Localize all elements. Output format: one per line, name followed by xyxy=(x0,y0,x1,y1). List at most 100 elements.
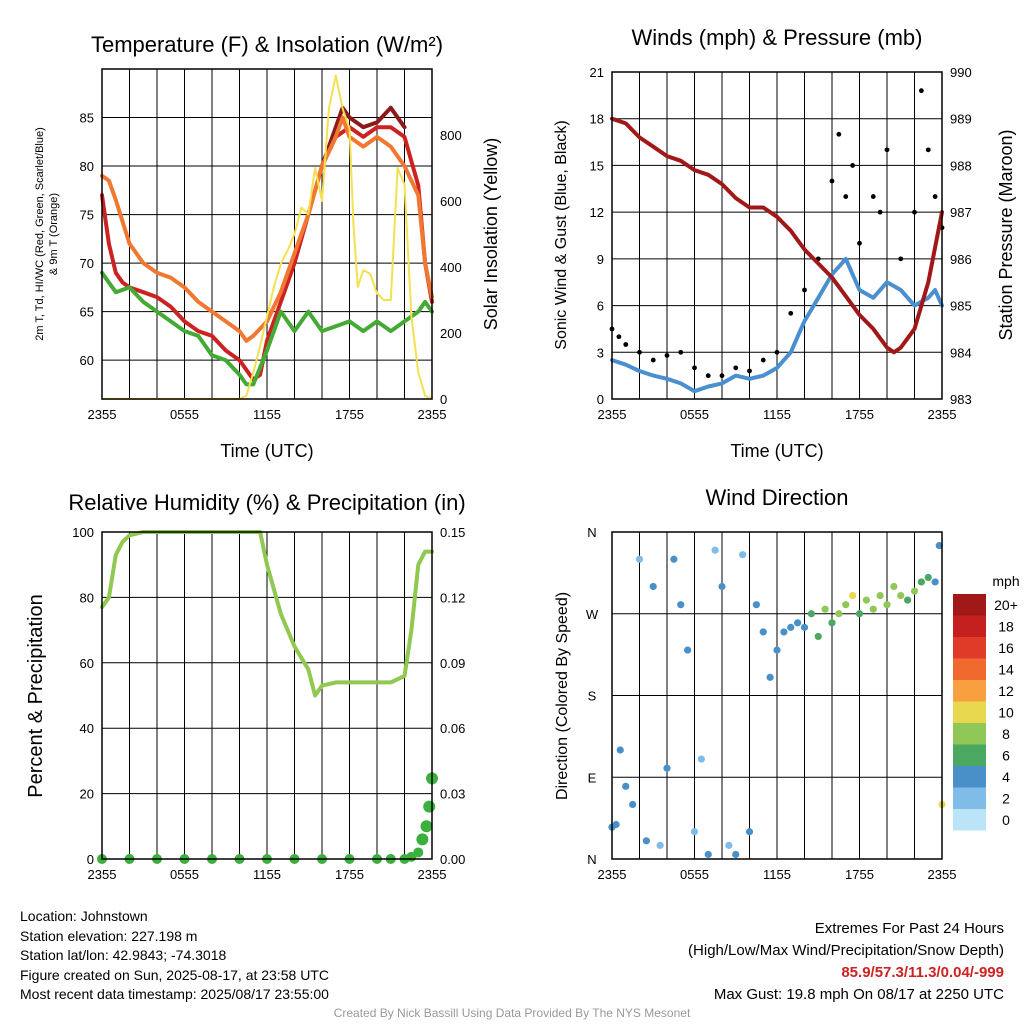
wind-direction-point xyxy=(828,619,836,627)
created-text: Figure created on Sun, 2025-08-17, at 23… xyxy=(20,966,329,983)
wind-direction-point xyxy=(752,601,760,609)
y-tick-label-right: 988 xyxy=(950,158,972,173)
colorbar-swatch xyxy=(953,766,986,788)
colorbar-title: mph xyxy=(992,573,1019,589)
gust-point xyxy=(850,163,856,168)
colorbar-swatch xyxy=(953,744,986,766)
wind-direction-point xyxy=(745,828,754,836)
precip-point xyxy=(413,847,424,858)
colorbar-swatch xyxy=(953,680,986,702)
plot-frame xyxy=(101,68,433,400)
y-axis-label: Direction (Colored By Speed) xyxy=(554,592,571,800)
gust-point xyxy=(664,353,670,358)
gust-point xyxy=(877,209,883,215)
y-tick-label-right: 983 xyxy=(950,392,972,407)
gust-point xyxy=(918,88,924,94)
wind-direction-point xyxy=(917,578,925,586)
wind-direction-point xyxy=(787,623,795,631)
y-tick-label-right: 0 xyxy=(440,392,447,407)
y-axis-label-line2: & 9m T (Orange) xyxy=(48,193,60,275)
wind-direction-point xyxy=(855,610,864,618)
wind-direction-point xyxy=(697,755,705,763)
gust-point xyxy=(857,240,862,246)
x-tick-label: 1755 xyxy=(845,407,874,422)
series-line-hi-wc xyxy=(320,105,407,169)
wind-direction-point xyxy=(869,605,877,613)
x-tick-label: 1755 xyxy=(335,407,364,422)
colorbar-label: 20+ xyxy=(994,597,1018,613)
y-tick-label: 70 xyxy=(80,256,94,271)
gust-point xyxy=(836,131,842,137)
gust-point xyxy=(637,349,642,355)
colorbar-swatch xyxy=(953,701,986,723)
wind-direction-point xyxy=(780,628,788,636)
wind-direction-point xyxy=(814,632,822,641)
y-tick-label-right: 987 xyxy=(950,205,972,220)
y-tick-label: 6 xyxy=(597,299,604,314)
plot-frame xyxy=(611,71,943,400)
y-tick-label-right: 600 xyxy=(440,194,462,209)
gust-point xyxy=(747,368,752,374)
wind-direction-point xyxy=(635,555,644,563)
credit-text: Created By Nick Bassill Using Data Provi… xyxy=(333,1006,691,1020)
y-tick-label-right: 400 xyxy=(440,260,462,275)
wind-direction-point xyxy=(622,782,630,790)
wind-direction-point xyxy=(773,646,781,654)
precip-point xyxy=(423,800,436,813)
wind-direction-point xyxy=(656,841,664,849)
wind-direction-point xyxy=(800,623,809,631)
colorbar-swatch xyxy=(953,615,986,637)
extremes-subtitle: (High/Low/Max Wind/Precipitation/Snow De… xyxy=(688,942,1004,959)
series-line-9m-t xyxy=(100,115,434,343)
y-tick-label-right: 0.12 xyxy=(440,590,465,605)
series-line-pressure xyxy=(610,116,944,355)
gust-point xyxy=(692,365,697,371)
x-tick-label: 1755 xyxy=(335,867,364,882)
wind-direction-point xyxy=(642,837,650,845)
gust-point xyxy=(884,147,890,153)
chart-title: Relative Humidity (%) & Precipitation (i… xyxy=(68,490,465,515)
x-tick-label: 1155 xyxy=(253,867,281,882)
chart-title: Winds (mph) & Pressure (mb) xyxy=(632,25,923,50)
colorbar-label: 0 xyxy=(1002,812,1010,828)
series-line-td xyxy=(100,270,434,387)
location-text: Location: Johnstown xyxy=(20,908,148,924)
elevation-text: Station elevation: 227.198 m xyxy=(20,927,198,944)
chart-panel-3: Relative Humidity (%) & Precipitation (i… xyxy=(25,490,466,882)
y-tick-label-right: 0.06 xyxy=(440,721,465,736)
y-tick-label: 85 xyxy=(80,111,94,126)
colorbar-label: 4 xyxy=(1002,769,1010,785)
series-line-solar xyxy=(101,74,433,400)
plot-frame xyxy=(611,531,943,860)
extremes-info: Extremes For Past 24 Hours (High/Low/Max… xyxy=(688,918,1004,1006)
colorbar-swatch xyxy=(953,658,986,680)
colorbar-swatch xyxy=(953,723,986,745)
y-tick-label: 60 xyxy=(80,656,94,671)
series-line-2m-t xyxy=(100,125,434,382)
y-tick-label: 9 xyxy=(597,252,604,267)
wind-direction-point xyxy=(931,578,939,586)
wind-direction-point xyxy=(935,542,943,550)
y-tick-label: 0 xyxy=(87,852,94,867)
y-tick-label: 20 xyxy=(80,787,94,802)
chart-panel-1: Temperature (F) & Insolation (W/m²)2355 0… xyxy=(34,32,501,461)
gust-point xyxy=(678,349,684,355)
y-tick-label-right: 990 xyxy=(950,65,972,80)
y-tick-label: 100 xyxy=(72,525,94,540)
y-axis-label: Percent & Precipitation xyxy=(25,594,47,797)
wind-direction-point xyxy=(711,546,719,554)
wind-direction-point xyxy=(718,582,726,591)
y-tick-label: E xyxy=(588,770,597,785)
gust-point xyxy=(925,147,931,153)
y-tick-label: 40 xyxy=(80,721,94,736)
colorbar-label: 2 xyxy=(1002,791,1010,807)
gust-point xyxy=(912,209,917,215)
wind-direction-point xyxy=(649,582,657,591)
gust-point xyxy=(870,194,876,199)
y-tick-label-right: 0.09 xyxy=(440,656,465,671)
wind-direction-point xyxy=(663,764,671,772)
colorbar-label: 10 xyxy=(998,705,1014,721)
x-tick-label: 2355 xyxy=(88,867,117,882)
y-tick-label-right: 986 xyxy=(950,252,972,267)
y-tick-label: 18 xyxy=(590,112,604,127)
